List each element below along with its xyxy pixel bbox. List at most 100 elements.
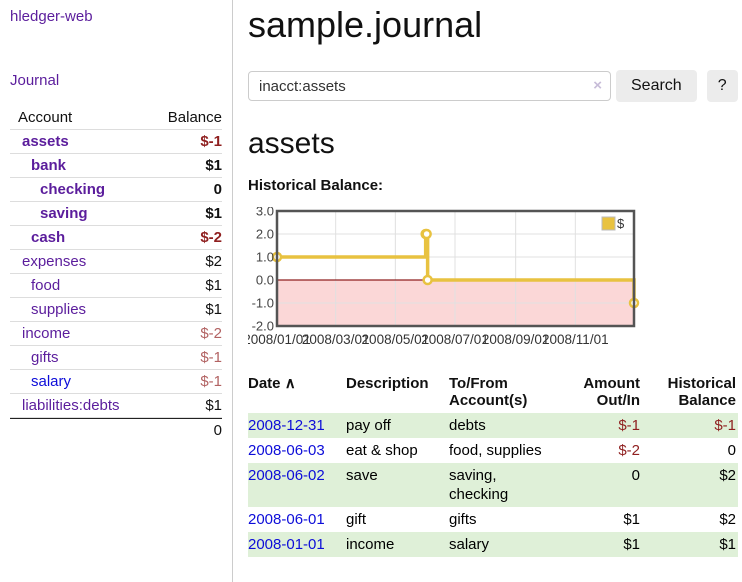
y-axis-tick-label: 2.0 (256, 227, 274, 242)
register-header-row: Date ∧ Description To/From Account(s) Am… (248, 373, 738, 413)
sidebar-account-row: assets $-1 (10, 130, 222, 154)
sidebar-account-link[interactable]: bank (31, 157, 67, 174)
sidebar-account-row: supplies $1 (10, 298, 222, 322)
sidebar-account-row: salary $-1 (10, 370, 222, 394)
balance-column-header: Balance (167, 109, 222, 126)
transaction-balance: $1 (719, 536, 736, 553)
x-axis-tick-label: 2008/09/01 (482, 332, 550, 347)
sidebar-account-link[interactable]: assets (22, 133, 69, 150)
plot-border (275, 209, 636, 328)
transaction-accounts: gifts (449, 511, 477, 528)
data-point-marker (421, 228, 432, 240)
account-balance: $-1 (200, 373, 222, 390)
transaction-balance: 0 (727, 442, 736, 459)
transaction-accounts: food, supplies (449, 442, 542, 459)
account-balance: $-2 (200, 325, 222, 342)
main-content: sample.journal × Search ? assets Histori… (248, 0, 740, 557)
transaction-date-link[interactable]: 2008-06-01 (248, 511, 325, 528)
account-column-header: Account (18, 109, 73, 126)
account-balance: $1 (205, 157, 222, 174)
data-point-marker (422, 274, 433, 286)
search-button[interactable]: Search (616, 70, 697, 102)
sidebar-account-link[interactable]: checking (40, 181, 106, 198)
transaction-date-link[interactable]: 2008-01-01 (248, 536, 325, 553)
transaction-amount: $-1 (618, 417, 640, 434)
sidebar-item-journal[interactable]: Journal (10, 72, 60, 89)
account-balance: $-2 (200, 229, 222, 246)
sidebar-account-link[interactable]: saving (40, 205, 88, 222)
register-row: 2008-06-01 gift gifts $1 $2 (248, 507, 738, 532)
x-axis-tick-label: 2008/03/01 (302, 332, 370, 347)
transaction-description: gift (346, 511, 367, 528)
amount-column-header: Amount Out/In (583, 375, 640, 409)
transaction-balance: $2 (719, 467, 736, 484)
sidebar-account-link[interactable]: expenses (22, 253, 87, 270)
search-bar: × Search ? (248, 70, 740, 102)
y-axis-tick-label: 0.0 (256, 273, 274, 288)
sidebar-account-row: food $1 (10, 274, 222, 298)
x-axis-tick-label: 2008/01/01 (248, 332, 311, 347)
search-input[interactable] (248, 71, 611, 101)
sidebar-account-row: saving $1 (10, 202, 222, 226)
x-axis-tick-label: 2008/11/01 (542, 332, 609, 347)
transaction-balance: $2 (719, 511, 736, 528)
sidebar-account-link[interactable]: food (31, 277, 61, 294)
legend-label: $ (617, 216, 625, 231)
register-row: 2008-06-02 save saving, checking 0 $2 (248, 463, 738, 507)
account-balance: 0 (213, 181, 222, 198)
account-balance-table: Account Balance assets $-1 bank $1 checking 0… (10, 106, 222, 442)
sidebar-account-row: bank $1 (10, 154, 222, 178)
account-heading: assets (248, 127, 335, 160)
transaction-date-link[interactable]: 2008-06-03 (248, 442, 325, 459)
register-row: 2008-12-31 pay off debts $-1 $-1 (248, 413, 738, 438)
sidebar-account-row: income $-2 (10, 322, 222, 346)
account-balance: $-1 (200, 133, 222, 150)
transaction-accounts: salary (449, 536, 490, 553)
account-balance: $1 (205, 205, 222, 222)
search-input-wrap: × (248, 71, 611, 101)
sidebar-account-link[interactable]: salary (31, 373, 72, 390)
sidebar-account-link[interactable]: supplies (31, 301, 87, 318)
date-column-header[interactable]: Date ∧ (248, 375, 296, 392)
transaction-amount: $1 (623, 536, 640, 553)
description-column-header: Description (346, 375, 429, 392)
chart-title: Historical Balance: (248, 177, 384, 194)
x-axis-tick-label: 2008/07/01 (421, 332, 489, 347)
sidebar-account-row: gifts $-1 (10, 346, 222, 370)
historical-balance-chart: $3.0 2.0 1.0 0.0 -1.0 -2.02008/01/012008/03/0… (248, 207, 640, 347)
sidebar-account-row: liabilities:debts $1 (10, 394, 222, 418)
sidebar-account-link[interactable]: gifts (31, 349, 59, 366)
y-axis-tick-label: -2.0 (252, 319, 274, 334)
y-axis-tick-label: 1.0 (256, 250, 274, 265)
account-balance: $2 (205, 253, 222, 270)
sidebar-total-balance: 0 (213, 422, 222, 439)
transaction-description: pay off (346, 417, 391, 434)
x-axis-tick-label: 2008/05/01 (362, 332, 430, 347)
transaction-description: income (346, 536, 395, 553)
help-button[interactable]: ? (706, 70, 738, 102)
transaction-amount: 0 (631, 467, 640, 484)
register-row: 2008-01-01 income salary $1 $1 (248, 532, 738, 557)
sidebar-account-row: cash $-2 (10, 226, 222, 250)
sidebar-account-link[interactable]: liabilities:debts (22, 397, 120, 414)
clear-search-icon[interactable]: × (593, 77, 602, 94)
sidebar-account-link[interactable]: income (22, 325, 71, 342)
transaction-amount: $1 (623, 511, 640, 528)
sidebar-total-row: 0 (10, 418, 222, 442)
account-balance: $-1 (200, 349, 222, 366)
transaction-balance: $-1 (714, 417, 736, 434)
register-row: 2008-06-03 eat & shop food, supplies $-2 0 (248, 438, 738, 463)
accounts-column-header: To/From Account(s) (449, 375, 528, 409)
account-balance: $1 (205, 397, 222, 414)
transaction-description: save (346, 467, 378, 484)
y-axis-tick-label: -1.0 (252, 296, 274, 311)
page-title: sample.journal (248, 4, 483, 45)
account-balance: $1 (205, 277, 222, 294)
transaction-date-link[interactable]: 2008-12-31 (248, 417, 325, 434)
transaction-date-link[interactable]: 2008-06-02 (248, 467, 325, 484)
sidebar-account-link[interactable]: cash (31, 229, 66, 246)
sidebar-account-row: checking 0 (10, 178, 222, 202)
app-title-link[interactable]: hledger-web (10, 8, 93, 25)
register-table: Date ∧ Description To/From Account(s) Am… (248, 373, 738, 557)
